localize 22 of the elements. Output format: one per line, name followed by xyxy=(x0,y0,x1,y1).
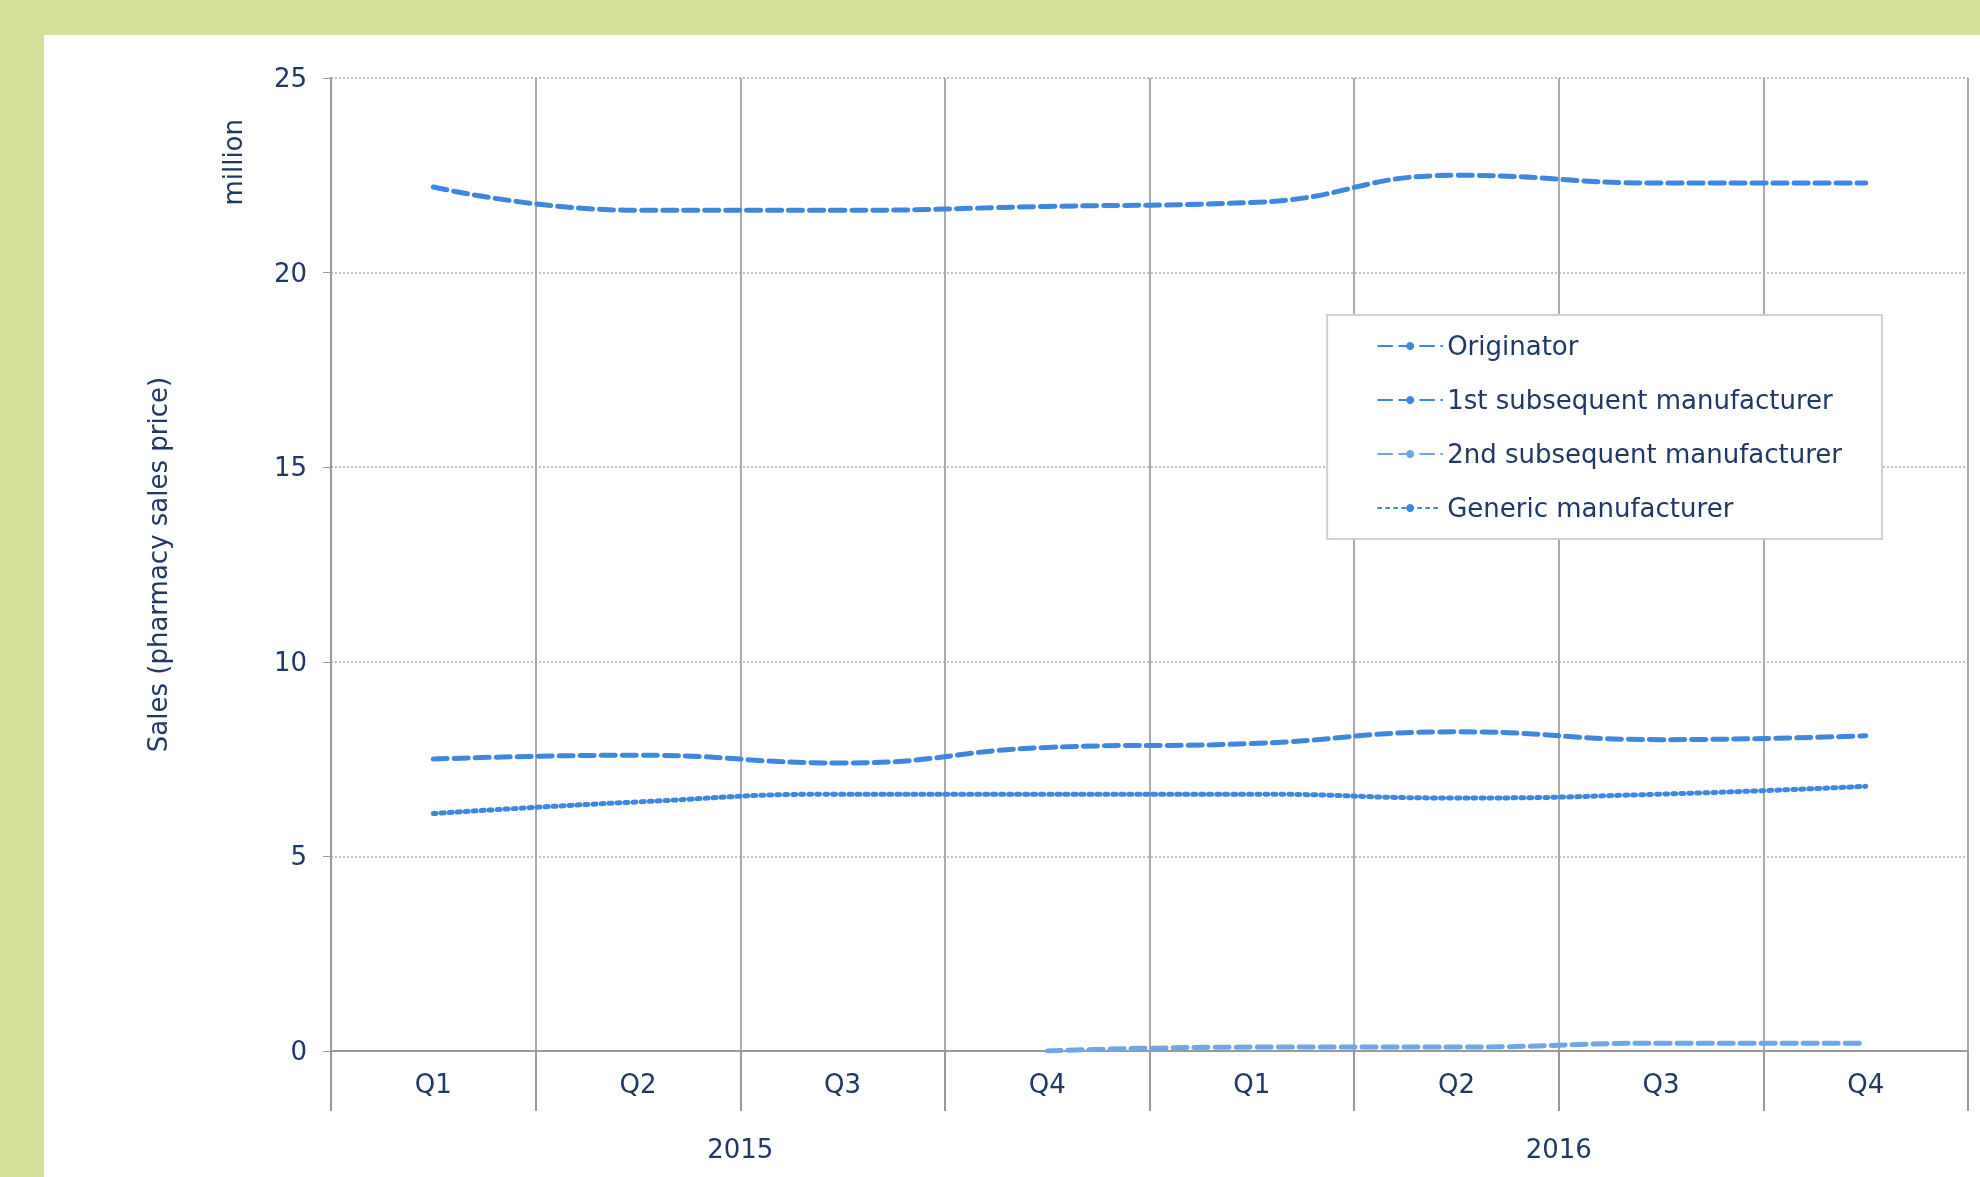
x-tick-label: Q3 xyxy=(1642,1069,1680,1099)
y-tick-label: 20 xyxy=(273,257,307,288)
y-axis-title: Sales (pharmacy sales price) xyxy=(143,376,173,753)
text: million xyxy=(218,119,248,206)
x-tick-label: Q2 xyxy=(619,1069,657,1099)
legend-label: Generic manufacturer xyxy=(1447,493,1734,523)
x-tick-label: Q2 xyxy=(1437,1069,1475,1099)
y-tick-label: 10 xyxy=(273,646,307,677)
y-tick-label: 25 xyxy=(273,63,307,93)
x-tick-label: Q1 xyxy=(414,1069,452,1099)
y-tick-label: 15 xyxy=(273,452,307,483)
legend-label: 1st subsequent manufacturer xyxy=(1447,385,1834,415)
x-tick-label: Q4 xyxy=(1847,1069,1885,1099)
x-tick-label: Q3 xyxy=(824,1069,862,1099)
x-tick-label: Q1 xyxy=(1233,1069,1271,1099)
legend-label: Originator xyxy=(1447,331,1579,361)
text: 2015 xyxy=(707,1134,774,1164)
legend-label: 2nd subsequent manufacturer xyxy=(1447,439,1843,469)
y-tick-label: 0 xyxy=(290,1036,307,1066)
text: 2016 xyxy=(1525,1134,1592,1164)
x-tick-label: Q4 xyxy=(1028,1069,1066,1099)
y-tick-label: 5 xyxy=(290,841,307,872)
